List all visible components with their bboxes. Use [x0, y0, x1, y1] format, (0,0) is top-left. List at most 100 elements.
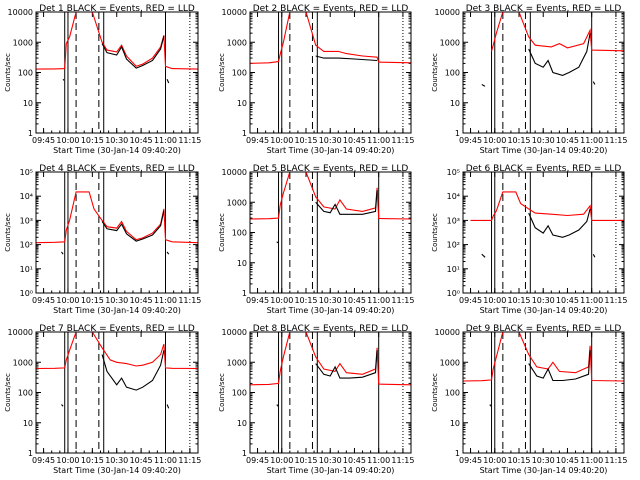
x-tick-label: 11:15 [178, 456, 201, 465]
y-tick-label: 10000 [435, 8, 460, 17]
x-tick-label: 11:15 [178, 136, 201, 145]
x-tick-label: 11:00 [154, 296, 177, 305]
x-tick-label: 11:15 [604, 296, 627, 305]
y-tick-label: 10000 [8, 328, 33, 337]
y-tick-label: 1 [242, 449, 247, 458]
x-tick-label: 10:30 [319, 296, 342, 305]
y-tick-label: 1 [242, 289, 247, 298]
x-tick-label: 10:45 [556, 136, 579, 145]
chart-title: Det 2 BLACK = Events, RED = LLD [253, 4, 409, 14]
y-tick-label: 10000 [435, 328, 460, 337]
x-tick-label: 10:45 [556, 296, 579, 305]
events-rate-line [315, 350, 378, 379]
x-axis-label: Start Time (30-Jan-14 09:40:20) [480, 466, 608, 475]
y-tick-label: 10 [237, 419, 247, 428]
x-tick-label: 10:45 [343, 456, 366, 465]
y-tick-label: 10¹ [447, 265, 460, 274]
x-tick-label: 09:45 [32, 456, 55, 465]
y-tick-label: 10000 [222, 328, 247, 337]
plot-frame [35, 11, 199, 134]
x-tick-label: 11:00 [367, 456, 390, 465]
plot-area [36, 172, 198, 293]
y-tick-label: 1000 [227, 358, 247, 367]
plot-area [463, 332, 624, 453]
chart-title: Det 8 BLACK = Events, RED = LLD [253, 324, 409, 334]
events-rate-line [315, 55, 378, 62]
chart-panel: Det 4 BLACK = Events, RED = LLD 10⁰ 10¹ 10²… [4, 164, 201, 315]
x-tick-label: 10:30 [532, 136, 555, 145]
events-rate-line [61, 251, 64, 255]
lld-rate-line [490, 12, 624, 52]
y-tick-label: 1000 [227, 38, 247, 47]
y-tick-label: 1000 [440, 358, 460, 367]
plot-frame [462, 11, 625, 134]
chart-panel: Det 9 BLACK = Events, RED = LLD 1 10 100 100… [431, 324, 627, 475]
chart-title: Det 3 BLACK = Events, RED = LLD [466, 4, 622, 14]
y-tick-label: 10² [20, 241, 33, 250]
plot-frame [462, 171, 625, 294]
y-axis-label: Counts/sec [431, 373, 439, 412]
y-tick-label: 10³ [20, 216, 33, 225]
x-tick-label: 10:00 [270, 456, 293, 465]
lld-rate-line [36, 332, 198, 370]
events-rate-line [592, 253, 596, 258]
y-tick-label: 1 [455, 449, 460, 458]
y-tick-label: 100 [232, 389, 247, 398]
events-rate-line [101, 350, 165, 391]
plot-area [250, 12, 411, 133]
y-tick-label: 10⁴ [20, 192, 33, 201]
y-tick-label: 10 [237, 259, 247, 268]
lld-rate-line [470, 191, 624, 221]
panel-grid: Det 1 BLACK = Events, RED = LLD110100100… [4, 4, 627, 475]
plot-area [36, 332, 198, 453]
lld-rate-line [250, 12, 411, 64]
y-tick-label: 100 [232, 69, 247, 78]
x-axis-label: Start Time (30-Jan-14 09:40:20) [480, 146, 608, 155]
y-tick-label: 10000 [8, 8, 33, 17]
y-tick-label: 100 [232, 229, 247, 238]
x-tick-label: 11:00 [580, 456, 603, 465]
y-axis-label: Counts/sec [4, 213, 12, 252]
plot-frame [249, 331, 412, 454]
x-tick-label: 11:00 [580, 136, 603, 145]
x-tick-label: 10:45 [130, 456, 153, 465]
chart-panel: Det 3 BLACK = Events, RED = LLD 1 10 100 100… [431, 4, 627, 155]
x-tick-label: 10:00 [270, 136, 293, 145]
y-tick-label: 10 [450, 419, 460, 428]
x-tick-label: 10:30 [319, 456, 342, 465]
x-tick-label: 10:15 [507, 296, 530, 305]
events-rate-line [315, 190, 378, 215]
y-tick-label: 10⁵ [20, 168, 33, 177]
y-tick-label: 100 [445, 69, 460, 78]
x-tick-label: 11:15 [391, 296, 414, 305]
plot-area [481, 12, 624, 133]
y-tick-label: 100 [445, 389, 460, 398]
events-rate-line [528, 33, 591, 76]
y-tick-label: 1000 [13, 38, 33, 47]
x-axis-label: Start Time (30-Jan-14 09:40:20) [53, 466, 181, 475]
events-rate-line [101, 35, 165, 69]
x-tick-label: 10:00 [56, 296, 79, 305]
y-tick-label: 1000 [227, 198, 247, 207]
chart-title: Det 5 BLACK = Events, RED = LLD [253, 164, 409, 174]
events-rate-line [61, 404, 64, 407]
plot-frame [249, 11, 412, 134]
y-tick-label: 10000 [222, 168, 247, 177]
y-tick-label: 10¹ [20, 265, 33, 274]
x-tick-label: 10:45 [556, 456, 579, 465]
y-tick-label: 1 [455, 129, 460, 138]
y-axis-label: Counts/sec [4, 373, 12, 412]
events-rate-line [101, 210, 165, 242]
x-axis-label: Start Time (30-Jan-14 09:40:20) [267, 466, 395, 475]
y-axis-label: Counts/sec [4, 53, 12, 92]
chart-panel: Det 8 BLACK = Events, RED = LLD 1 10 100 100… [218, 324, 414, 475]
x-tick-label: 09:45 [459, 136, 482, 145]
y-tick-label: 10⁰ [20, 289, 33, 298]
x-tick-label: 10:45 [343, 296, 366, 305]
plot-frame [35, 331, 199, 454]
x-tick-label: 09:45 [32, 296, 55, 305]
chart-panel: Det 5 BLACK = Events, RED = LLD 1 10 100 100… [218, 164, 414, 315]
x-tick-label: 09:45 [246, 456, 269, 465]
x-tick-label: 11:00 [154, 136, 177, 145]
